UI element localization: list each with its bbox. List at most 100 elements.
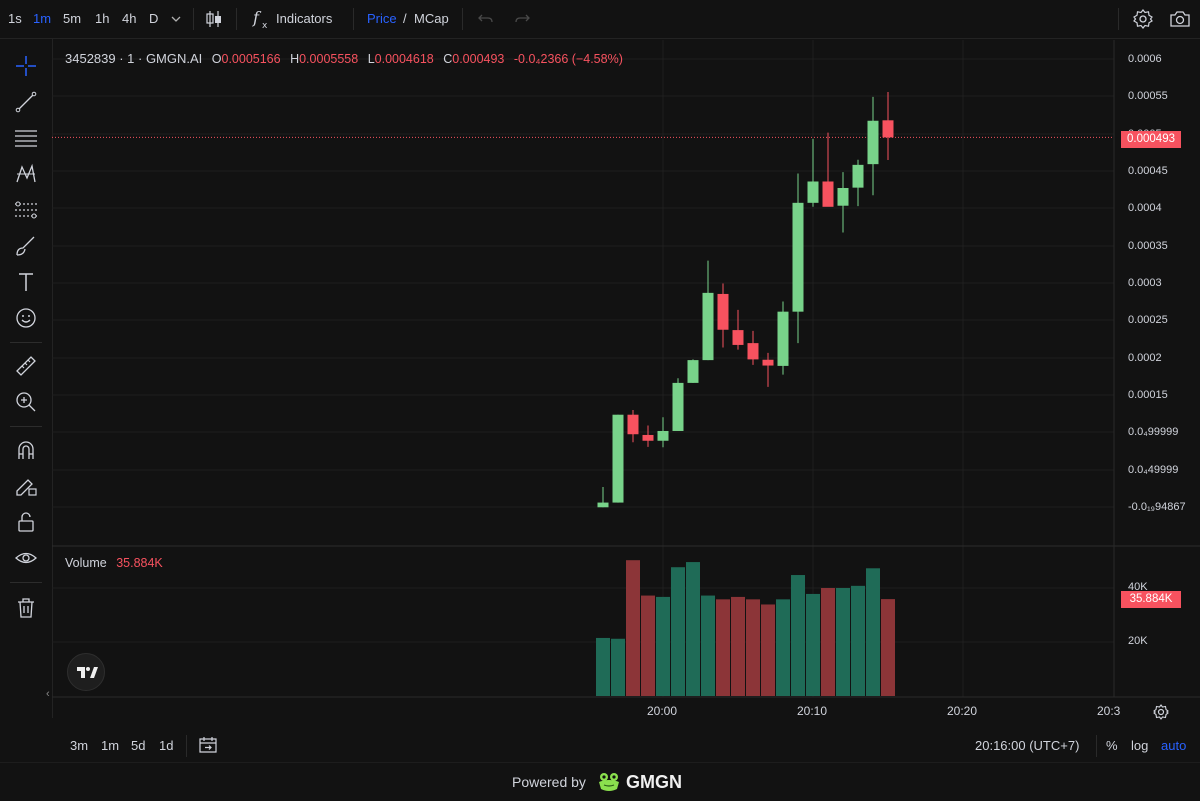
price-tick: 0.0₄99999 (1128, 426, 1179, 438)
volume-bar (731, 596, 745, 696)
log-toggle[interactable]: log (1131, 738, 1149, 753)
volume-bar (641, 595, 655, 696)
current-volume-tag: 35.884K (1121, 591, 1181, 608)
camera-icon[interactable] (1168, 8, 1192, 30)
candle-body (792, 202, 804, 312)
volume-bar (671, 567, 685, 696)
calendar-goto-icon[interactable] (197, 735, 219, 755)
candle-body (882, 120, 894, 138)
settings-gear-icon[interactable] (1132, 8, 1154, 30)
percent-toggle[interactable]: % (1106, 738, 1118, 753)
forecast-icon[interactable] (14, 198, 38, 222)
time-tick: 20:10 (797, 704, 828, 718)
candle-body (612, 414, 624, 503)
candle-body (672, 382, 684, 431)
fib-lines-icon[interactable] (14, 126, 38, 150)
ruler-icon[interactable] (14, 354, 38, 378)
price-tick: 0.0₄49999 (1128, 464, 1179, 476)
volume-label[interactable]: Volume (65, 556, 107, 570)
gmgn-brand[interactable]: GMGN (626, 772, 682, 792)
gmgn-frog-icon (599, 773, 619, 791)
volume-bar (746, 599, 760, 696)
high-label: H (290, 52, 300, 66)
volume-bar (761, 604, 775, 696)
range-1d[interactable]: 1d (159, 738, 174, 753)
low-label: L (367, 52, 375, 66)
svg-text:f: f (252, 8, 262, 27)
eye-icon[interactable] (14, 546, 38, 570)
volume-legend: Volume 35.884K (65, 556, 163, 570)
auto-toggle[interactable]: auto (1161, 738, 1187, 753)
magnet-icon[interactable] (14, 438, 38, 462)
symbol-legend: 3452839 · 1 · GMGN.AI O0.0005166 H0.0005… (65, 51, 623, 66)
clock-timezone[interactable]: 20:16:00 (UTC+7) (975, 738, 1080, 753)
time-tick: 20:20 (947, 704, 978, 718)
volume-bar (686, 562, 700, 696)
emoji-icon[interactable] (14, 306, 38, 330)
volume-value: 35.884K (116, 556, 163, 570)
candle-body (702, 292, 714, 361)
toolbar-separator (1118, 8, 1119, 30)
timeframe-1h[interactable]: 1h (95, 11, 110, 26)
lock-drawing-icon[interactable] (14, 474, 38, 498)
undo-icon[interactable] (477, 11, 495, 27)
price-tick: 0.0004 (1128, 202, 1162, 214)
timeframe-4h[interactable]: 4h (122, 11, 137, 26)
symbol-name[interactable]: 3452839 · 1 · GMGN.AI (65, 51, 203, 66)
timeframe-1s[interactable]: 1s (8, 11, 22, 26)
toolbar-separator (186, 735, 187, 757)
volume-tick: 20K (1128, 635, 1148, 647)
chevron-down-icon[interactable] (170, 14, 182, 24)
pattern-icon[interactable] (14, 162, 38, 186)
high-value: 0.0005558 (299, 52, 359, 66)
volume-bar (866, 568, 880, 696)
close-value: 0.000493 (452, 52, 505, 66)
timeframe-d[interactable]: D (149, 11, 159, 26)
volume-bar (611, 638, 625, 696)
range-5d[interactable]: 5d (131, 738, 146, 753)
mcap-toggle[interactable]: MCap (414, 11, 449, 26)
trash-icon[interactable] (14, 596, 38, 620)
open-label: O (211, 52, 222, 66)
zoom-in-icon[interactable] (14, 390, 38, 414)
price-toggle[interactable]: Price (367, 11, 397, 26)
candle-body (657, 430, 669, 441)
axis-settings-icon[interactable] (1151, 702, 1171, 722)
volume-tick: 40K (1128, 581, 1148, 593)
low-value: 0.0004618 (374, 52, 434, 66)
timeframe-1m[interactable]: 1m (33, 11, 52, 26)
time-tick: 20:00 (647, 704, 678, 718)
tradingview-logo[interactable] (67, 653, 105, 691)
crosshair-icon[interactable] (14, 54, 38, 78)
timeframe-5m[interactable]: 5m (63, 11, 82, 26)
price-tick: 0.00055 (1128, 90, 1168, 102)
toolbar-separator (10, 426, 42, 427)
volume-bar (701, 595, 715, 696)
candle-body (822, 181, 834, 207)
redo-icon[interactable] (513, 11, 531, 27)
time-tick: 20:3 (1097, 704, 1121, 718)
volume-bar (776, 599, 790, 696)
price-tick: 0.00045 (1128, 165, 1168, 177)
price-tick: 0.00025 (1128, 314, 1168, 326)
footer: Powered by GMGN (0, 762, 1200, 801)
current-price-tag: 0.000493 (1121, 131, 1181, 148)
trend-line-icon[interactable] (14, 90, 38, 114)
text-icon[interactable] (14, 270, 38, 294)
toolbar-separator (10, 582, 42, 583)
brush-icon[interactable] (14, 234, 38, 258)
indicators-fx-icon[interactable]: f x (252, 8, 272, 30)
range-1m[interactable]: 1m (101, 738, 120, 753)
candle-body (717, 293, 729, 330)
price-tick: 0.0003 (1128, 277, 1162, 289)
toolbar-separator (1096, 735, 1097, 757)
range-3m[interactable]: 3m (70, 738, 89, 753)
price-tick: 0.0006 (1128, 53, 1162, 65)
candles-icon[interactable] (204, 9, 224, 29)
candle-body (732, 330, 744, 345)
volume-bar (881, 599, 895, 696)
indicators-button[interactable]: Indicators (276, 11, 333, 26)
lock-icon[interactable] (14, 510, 38, 534)
collapse-toolbar-chevron-icon[interactable]: ‹ (46, 688, 50, 700)
